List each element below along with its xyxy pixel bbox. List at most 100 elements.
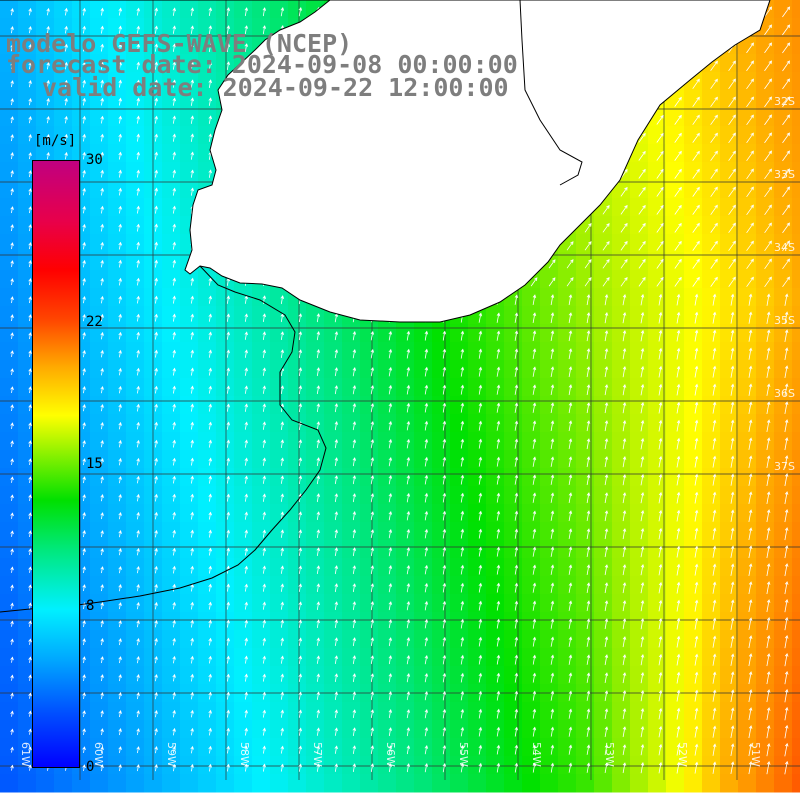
- wind-speed-cell: [378, 630, 397, 649]
- wind-arrow: [154, 25, 158, 34]
- wind-arrow: [226, 385, 230, 394]
- wind-arrow: [424, 672, 429, 683]
- wind-speed-cell: [162, 36, 181, 55]
- wind-speed-cell: [108, 360, 127, 379]
- wind-speed-cell: [270, 720, 289, 739]
- wind-arrow: [712, 419, 717, 432]
- wind-speed-cell: [252, 522, 271, 541]
- wind-arrow: [208, 79, 212, 88]
- wind-speed-cell: [414, 396, 433, 415]
- wind-speed-cell: [702, 288, 721, 307]
- wind-arrow: [766, 563, 771, 577]
- wind-arrow: [262, 565, 266, 574]
- wind-arrow: [460, 366, 465, 377]
- wind-arrow: [226, 529, 230, 538]
- wind-arrow: [712, 473, 717, 486]
- wind-speed-cell: [252, 378, 271, 397]
- wind-arrow: [370, 745, 375, 755]
- wind-arrow: [82, 692, 86, 699]
- wind-speed-cell: [342, 774, 361, 793]
- wind-speed-cell: [378, 342, 397, 361]
- wind-speed-cell: [666, 252, 685, 271]
- wind-arrow: [64, 43, 68, 52]
- wind-arrow: [746, 222, 754, 234]
- wind-speed-cell: [432, 702, 451, 721]
- wind-arrow: [154, 619, 158, 628]
- wind-arrow: [782, 186, 790, 198]
- wind-arrow: [10, 602, 14, 609]
- wind-arrow: [406, 691, 411, 701]
- wind-arrow: [676, 725, 681, 738]
- wind-speed-cell: [540, 414, 559, 433]
- wind-speed-cell: [180, 342, 199, 361]
- wind-speed-cell: [720, 252, 739, 271]
- wind-speed-cell: [216, 738, 235, 757]
- wind-arrow: [298, 475, 303, 484]
- wind-speed-cell: [774, 630, 793, 649]
- wind-arrow: [118, 79, 122, 88]
- wind-speed-cell: [576, 288, 595, 307]
- wind-arrow: [728, 240, 736, 251]
- wind-speed-cell: [522, 648, 541, 667]
- wind-arrow: [692, 114, 700, 125]
- wind-arrow: [226, 61, 231, 70]
- wind-speed-cell: [54, 72, 73, 91]
- wind-arrow: [208, 619, 212, 628]
- wind-speed-cell: [216, 702, 235, 721]
- wind-arrow: [154, 241, 158, 250]
- wind-arrow: [460, 672, 465, 683]
- wind-arrow: [604, 293, 609, 306]
- wind-speed-cell: [522, 324, 541, 343]
- wind-arrow: [586, 690, 591, 701]
- wind-speed-cell: [234, 594, 253, 613]
- wind-speed-cell: [360, 702, 379, 721]
- wind-speed-cell: [648, 126, 667, 145]
- wind-arrow: [694, 509, 699, 522]
- wind-speed-cell: [576, 720, 595, 739]
- wind-arrow: [280, 349, 285, 358]
- wind-arrow: [28, 25, 32, 34]
- wind-speed-cell: [540, 612, 559, 631]
- wind-speed-cell: [792, 36, 800, 55]
- wind-arrow: [766, 365, 771, 378]
- wind-speed-cell: [108, 252, 127, 271]
- wind-arrow: [550, 384, 555, 395]
- wind-arrow: [568, 366, 573, 378]
- wind-arrow: [190, 745, 194, 754]
- wind-speed-cell: [216, 36, 235, 55]
- wind-speed-cell: [612, 648, 631, 667]
- wind-arrow: [514, 348, 519, 359]
- wind-speed-cell: [612, 450, 631, 469]
- wind-arrow: [656, 240, 664, 251]
- wind-speed-cell: [630, 252, 649, 271]
- wind-speed-cell: [378, 738, 397, 757]
- wind-arrow: [172, 187, 176, 196]
- wind-speed-cell: [630, 450, 649, 469]
- wind-speed-cell: [324, 342, 343, 361]
- wind-arrow: [568, 708, 573, 719]
- wind-speed-cell: [198, 774, 217, 793]
- wind-speed-cell: [0, 450, 19, 469]
- wind-speed-cell: [612, 486, 631, 505]
- wind-speed-cell: [162, 288, 181, 307]
- wind-speed-cell: [432, 450, 451, 469]
- wind-arrow: [496, 492, 501, 503]
- wind-arrow: [694, 599, 699, 612]
- wind-speed-cell: [576, 522, 595, 541]
- wind-speed-cell: [288, 432, 307, 451]
- wind-arrow: [154, 115, 158, 124]
- wind-arrow: [550, 636, 555, 647]
- wind-speed-cell: [450, 450, 469, 469]
- wind-speed-cell: [540, 468, 559, 487]
- wind-speed-cell: [540, 558, 559, 577]
- wind-arrow: [676, 563, 681, 576]
- wind-speed-cell: [684, 324, 703, 343]
- wind-arrow: [568, 582, 573, 593]
- wind-arrow: [406, 600, 411, 611]
- wind-arrow: [10, 170, 14, 178]
- wind-arrow: [298, 601, 302, 610]
- wind-speed-cell: [342, 756, 361, 775]
- wind-arrow: [82, 728, 86, 735]
- wind-speed-cell: [612, 630, 631, 649]
- wind-speed-cell: [90, 90, 109, 109]
